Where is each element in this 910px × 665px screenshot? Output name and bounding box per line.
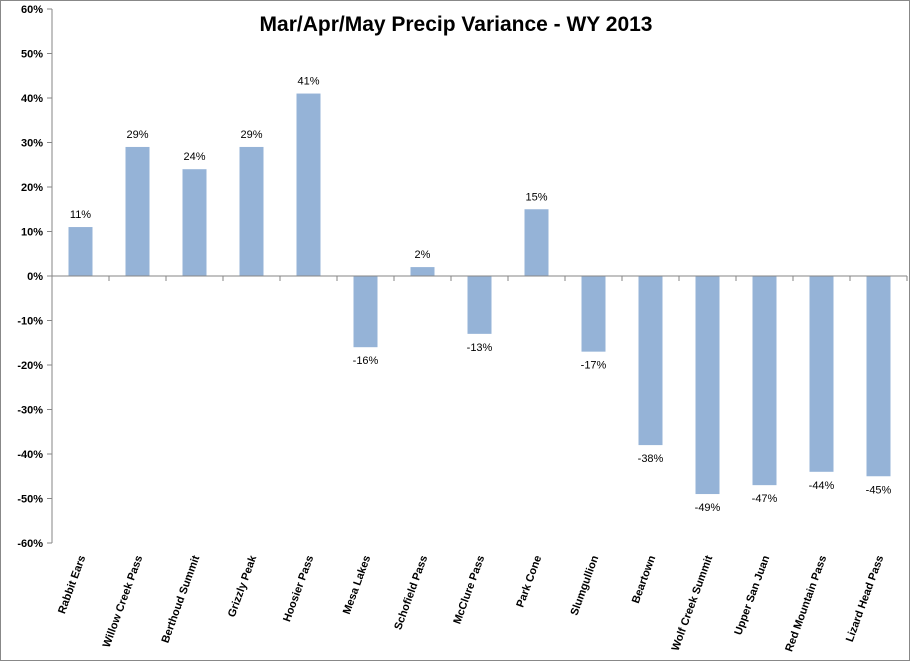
bar bbox=[239, 146, 264, 276]
y-tick-label: -10% bbox=[17, 316, 43, 328]
x-tick-label: Beartown bbox=[630, 554, 659, 605]
bar bbox=[182, 169, 207, 276]
y-axis: 60% 50% 40% 30% 20% 10% 0% -10% -20% -30% -40% -50%… bbox=[17, 4, 53, 550]
x-tick-label: Wolf Creek Summit bbox=[670, 554, 716, 653]
bar bbox=[410, 267, 435, 276]
x-tick-label: Park Cone bbox=[514, 554, 544, 609]
data-label: -45% bbox=[866, 484, 892, 496]
x-tick-label: Rabbit Ears bbox=[56, 554, 88, 616]
y-tick-label: 40% bbox=[21, 93, 43, 105]
x-tick-label: McClure Pass bbox=[451, 554, 487, 626]
x-tick-label: Grizzly Peak bbox=[226, 553, 260, 619]
bar bbox=[581, 276, 606, 352]
bar bbox=[125, 146, 150, 276]
bar bbox=[467, 276, 492, 334]
y-tick-label: 50% bbox=[21, 49, 43, 61]
bar bbox=[353, 276, 378, 348]
x-tick-label: Lizard Head Pass bbox=[844, 554, 886, 644]
zero-baseline bbox=[51, 275, 908, 281]
bar bbox=[296, 93, 321, 276]
data-label: 15% bbox=[525, 191, 547, 203]
y-tick-label: -30% bbox=[17, 405, 43, 417]
bar bbox=[695, 276, 720, 495]
x-tick-label: Slumgullion bbox=[569, 554, 602, 618]
bar bbox=[809, 276, 834, 472]
y-tick-label: -60% bbox=[17, 538, 43, 550]
data-label: 24% bbox=[183, 151, 205, 163]
x-axis: Rabbit Ears Willow Creek Pass Berthoud Sum… bbox=[56, 553, 886, 653]
bar bbox=[866, 276, 891, 477]
y-tick-label: -50% bbox=[17, 494, 43, 506]
data-label: 41% bbox=[297, 76, 319, 88]
data-label: -47% bbox=[752, 493, 778, 505]
bar bbox=[68, 227, 93, 276]
bar bbox=[638, 276, 663, 446]
data-label: -16% bbox=[353, 355, 379, 367]
x-tick-label: Upper San Juan bbox=[732, 554, 772, 637]
chart-title: Mar/Apr/May Precip Variance - WY 2013 bbox=[259, 13, 653, 36]
x-tick-label: Schofield Pass bbox=[392, 554, 430, 632]
y-tick-label: 20% bbox=[21, 182, 43, 194]
y-tick-label: 60% bbox=[21, 4, 43, 16]
data-label: -38% bbox=[638, 453, 664, 465]
y-tick-label: 30% bbox=[21, 138, 43, 150]
bar bbox=[524, 209, 549, 276]
y-tick-label: 10% bbox=[21, 227, 43, 239]
x-tick-label: Red Mountain Pass bbox=[783, 554, 829, 653]
data-label: -49% bbox=[695, 502, 721, 514]
x-tick-label: Hoosier Pass bbox=[281, 554, 316, 624]
data-label: 2% bbox=[415, 249, 431, 261]
data-label: 29% bbox=[240, 129, 262, 141]
x-tick-label: Berthoud Summit bbox=[159, 554, 202, 645]
bars bbox=[68, 93, 891, 495]
y-tick-label: 0% bbox=[27, 271, 43, 283]
y-tick-label: -40% bbox=[17, 449, 43, 461]
data-label: 11% bbox=[70, 209, 91, 221]
data-label: 29% bbox=[126, 129, 148, 141]
bar bbox=[752, 276, 777, 486]
x-tick-label: Willow Creek Pass bbox=[101, 554, 145, 649]
data-labels: 11% 29% 24% 29% 41% -16% 2% -13% 15% -17% -38% -49%… bbox=[70, 76, 892, 514]
y-tick-label: -20% bbox=[17, 360, 43, 372]
x-tick-label: Mesa Lakes bbox=[341, 554, 373, 616]
data-label: -17% bbox=[581, 360, 607, 372]
data-label: -44% bbox=[809, 480, 835, 492]
data-label: -13% bbox=[467, 342, 493, 354]
